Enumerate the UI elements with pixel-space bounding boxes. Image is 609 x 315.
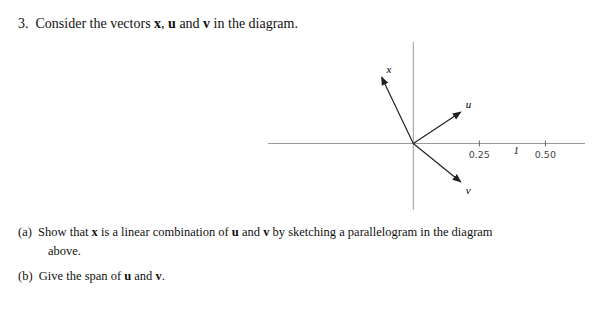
vectors xyxy=(382,77,461,182)
question-text: (b) Give the span of u and v. xyxy=(18,269,165,283)
vector-label: x xyxy=(386,63,392,75)
tick xyxy=(545,141,546,147)
vector-label: u xyxy=(466,98,472,110)
vector xyxy=(413,112,461,144)
x-axis xyxy=(268,143,585,144)
y-axis xyxy=(413,42,414,210)
vector-label: v xyxy=(466,184,471,196)
vector xyxy=(413,144,461,183)
tick-label: 0.50 xyxy=(535,149,556,160)
question-text: above. xyxy=(48,244,81,258)
annotation: 1 xyxy=(514,145,519,156)
question-text: (a) Show that x is a linear combination … xyxy=(18,225,493,239)
vector xyxy=(382,77,414,144)
title: 3. Consider the vectors x, u and v in th… xyxy=(18,16,298,31)
tick-label: 0.25 xyxy=(469,149,490,160)
chart: 3. Consider the vectors x, u and v in th… xyxy=(0,0,609,315)
tick xyxy=(479,141,480,147)
